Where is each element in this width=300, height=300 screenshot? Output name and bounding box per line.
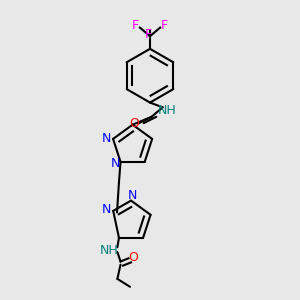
- Text: N: N: [111, 157, 121, 170]
- Text: O: O: [130, 117, 140, 130]
- Text: N: N: [102, 203, 112, 216]
- Text: O: O: [129, 251, 138, 264]
- Text: F: F: [161, 19, 168, 32]
- Text: NH: NH: [158, 104, 177, 117]
- Text: F: F: [132, 19, 139, 32]
- Text: N: N: [128, 189, 137, 202]
- Text: NH: NH: [100, 244, 119, 257]
- Text: N: N: [102, 132, 111, 146]
- Text: F: F: [145, 28, 152, 41]
